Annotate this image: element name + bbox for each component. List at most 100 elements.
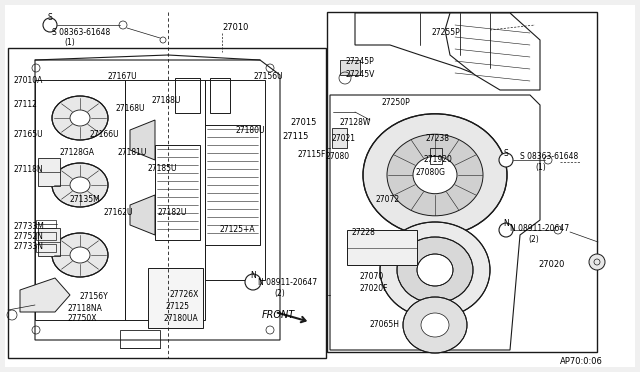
Polygon shape bbox=[330, 95, 540, 350]
Circle shape bbox=[43, 18, 57, 32]
Text: 27156Y: 27156Y bbox=[80, 292, 109, 301]
Text: 27118N: 27118N bbox=[14, 165, 44, 174]
Text: 27115: 27115 bbox=[282, 132, 308, 141]
Bar bbox=[120, 330, 160, 348]
Text: 27010A: 27010A bbox=[14, 76, 44, 85]
Ellipse shape bbox=[52, 163, 108, 207]
Bar bbox=[38, 158, 60, 186]
Text: 27733N: 27733N bbox=[14, 242, 44, 251]
Ellipse shape bbox=[421, 313, 449, 337]
Bar bbox=[347, 230, 417, 265]
Text: (1): (1) bbox=[64, 38, 75, 47]
Text: 27166U: 27166U bbox=[90, 130, 120, 139]
Text: N 08911-20647: N 08911-20647 bbox=[258, 278, 317, 287]
Text: 27188U: 27188U bbox=[152, 96, 181, 105]
Text: 27250P: 27250P bbox=[382, 98, 411, 107]
Ellipse shape bbox=[52, 233, 108, 277]
Text: 27010: 27010 bbox=[222, 23, 248, 32]
Text: 27021: 27021 bbox=[332, 134, 356, 143]
Text: 27115F: 27115F bbox=[298, 150, 326, 159]
Text: S: S bbox=[47, 13, 52, 22]
Polygon shape bbox=[20, 278, 70, 312]
Polygon shape bbox=[355, 13, 530, 80]
Text: FRONT: FRONT bbox=[262, 310, 295, 320]
Bar bbox=[36, 244, 56, 252]
Bar bbox=[36, 220, 56, 228]
Text: 27156U: 27156U bbox=[253, 72, 283, 81]
Text: 27125: 27125 bbox=[165, 302, 189, 311]
Polygon shape bbox=[445, 13, 540, 90]
Bar bbox=[36, 232, 56, 240]
Bar bbox=[332, 128, 347, 148]
Ellipse shape bbox=[380, 222, 490, 318]
Text: S 08363-61648: S 08363-61648 bbox=[52, 28, 110, 37]
Text: 27125+A: 27125+A bbox=[220, 225, 255, 234]
Text: (1): (1) bbox=[535, 163, 546, 172]
Ellipse shape bbox=[417, 254, 453, 286]
Ellipse shape bbox=[397, 237, 473, 303]
Text: 27180UA: 27180UA bbox=[163, 314, 198, 323]
Bar bbox=[155, 145, 200, 240]
Text: 27135M: 27135M bbox=[70, 195, 100, 204]
Text: 27015: 27015 bbox=[290, 118, 316, 127]
Ellipse shape bbox=[387, 134, 483, 216]
Text: 27245V: 27245V bbox=[345, 70, 374, 79]
Ellipse shape bbox=[413, 156, 457, 194]
Bar bbox=[8, 48, 326, 358]
Text: 27112: 27112 bbox=[14, 100, 38, 109]
Text: 27020: 27020 bbox=[538, 260, 564, 269]
Bar bbox=[430, 148, 442, 164]
Text: 27118NA: 27118NA bbox=[68, 304, 103, 313]
Text: 27228: 27228 bbox=[352, 228, 376, 237]
Text: 27181U: 27181U bbox=[118, 148, 147, 157]
Text: 27128W: 27128W bbox=[340, 118, 371, 127]
Text: 27065H: 27065H bbox=[370, 320, 400, 329]
Text: 27726X: 27726X bbox=[170, 290, 200, 299]
Text: 27162U: 27162U bbox=[104, 208, 134, 217]
Bar bbox=[205, 80, 265, 280]
Text: 27185U: 27185U bbox=[148, 164, 177, 173]
Text: N 08911-20647: N 08911-20647 bbox=[510, 224, 569, 233]
Bar bbox=[340, 60, 360, 75]
Polygon shape bbox=[130, 120, 155, 160]
Ellipse shape bbox=[70, 110, 90, 126]
Text: 271920: 271920 bbox=[424, 155, 453, 164]
Text: 27080: 27080 bbox=[325, 152, 349, 161]
Bar bbox=[210, 78, 230, 113]
Bar bbox=[148, 268, 203, 328]
Text: 27168U: 27168U bbox=[115, 104, 145, 113]
Text: 27020F: 27020F bbox=[360, 284, 388, 293]
Bar bbox=[35, 80, 125, 320]
Text: 27238: 27238 bbox=[426, 134, 450, 143]
Text: 27180U: 27180U bbox=[235, 126, 264, 135]
Circle shape bbox=[499, 153, 513, 167]
Text: (2): (2) bbox=[274, 289, 285, 298]
Circle shape bbox=[589, 254, 605, 270]
Text: S: S bbox=[504, 148, 508, 157]
Bar bbox=[327, 12, 597, 352]
Text: 27167U: 27167U bbox=[108, 72, 138, 81]
Circle shape bbox=[499, 223, 513, 237]
Text: 27733M: 27733M bbox=[14, 222, 45, 231]
Text: 27752N: 27752N bbox=[14, 232, 44, 241]
Bar bbox=[125, 80, 205, 320]
Circle shape bbox=[245, 274, 261, 290]
Polygon shape bbox=[35, 60, 280, 340]
Bar bbox=[175, 78, 200, 113]
Text: (2): (2) bbox=[528, 235, 539, 244]
Text: AP70:0:06: AP70:0:06 bbox=[560, 357, 603, 366]
Ellipse shape bbox=[70, 247, 90, 263]
Text: S 08363-61648: S 08363-61648 bbox=[520, 152, 579, 161]
Text: 27255P: 27255P bbox=[432, 28, 461, 37]
Text: 27070: 27070 bbox=[360, 272, 384, 281]
Ellipse shape bbox=[363, 114, 507, 236]
Bar bbox=[205, 125, 260, 245]
Text: 27072: 27072 bbox=[376, 195, 400, 204]
Text: 27245P: 27245P bbox=[345, 57, 374, 66]
Ellipse shape bbox=[52, 96, 108, 140]
Ellipse shape bbox=[70, 177, 90, 193]
Bar bbox=[38, 228, 60, 256]
Ellipse shape bbox=[403, 297, 467, 353]
Text: N: N bbox=[250, 270, 256, 279]
Text: 27128GA: 27128GA bbox=[60, 148, 95, 157]
